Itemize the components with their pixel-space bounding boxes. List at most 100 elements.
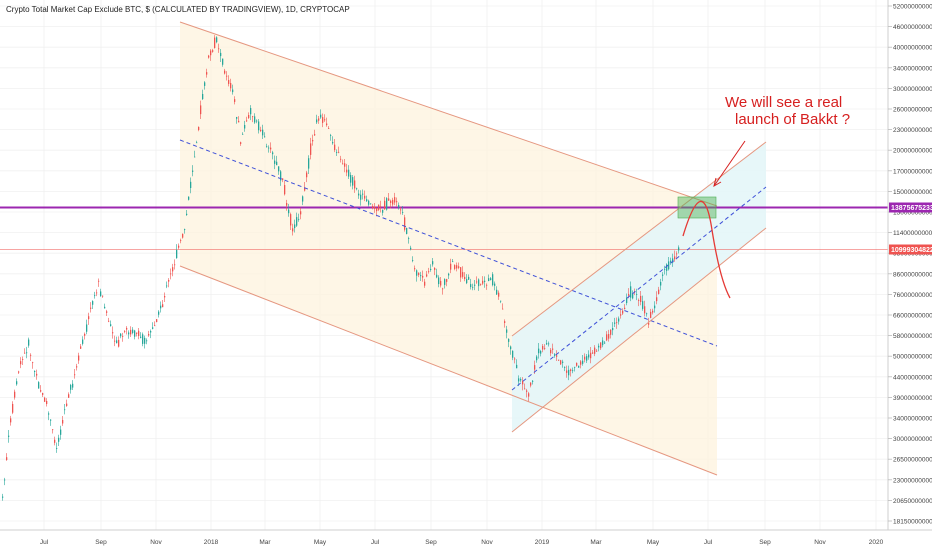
candle-body <box>458 266 460 268</box>
candle-body <box>268 147 270 149</box>
candle-body <box>248 115 250 118</box>
candle-body <box>310 143 312 155</box>
candle-body <box>88 316 90 320</box>
candle-body <box>524 388 526 390</box>
candle-body <box>86 324 88 332</box>
candle-body <box>312 139 314 142</box>
candle-body <box>224 70 226 74</box>
candle-body <box>264 136 266 138</box>
candle-body <box>26 352 28 354</box>
descending-channel-midline <box>179 139 718 347</box>
candle-body <box>296 217 298 226</box>
candle-body <box>454 265 456 269</box>
candle-body <box>332 142 334 144</box>
candle-body <box>674 256 676 260</box>
candle-body <box>106 311 108 313</box>
candle-body <box>404 217 406 230</box>
y-tick-label: 30000000000 <box>893 436 932 443</box>
candle-body <box>554 354 556 356</box>
candle-body <box>204 82 206 86</box>
candle-body <box>96 292 98 294</box>
ascending-channel-upper <box>511 141 767 337</box>
candle-body <box>560 360 562 365</box>
candle-body <box>38 382 40 389</box>
candle-body <box>374 206 376 209</box>
candle-body <box>598 345 600 348</box>
candle-body <box>342 163 344 165</box>
candle-body <box>266 146 268 148</box>
candle-body <box>616 322 618 324</box>
ascending-channel-midline <box>511 186 767 391</box>
candle-body <box>652 310 654 313</box>
candle-body <box>660 281 662 286</box>
candle-body <box>280 171 282 181</box>
x-tick-label: 2019 <box>535 539 550 546</box>
chart-title: Crypto Total Market Cap Exclude BTC, $ (… <box>6 5 350 14</box>
candle-body <box>98 280 100 282</box>
candle-body <box>588 354 590 358</box>
candle-body <box>222 58 224 65</box>
candle-body <box>34 370 36 372</box>
candle-body <box>394 197 396 203</box>
candle-body <box>50 419 52 421</box>
candle-body <box>174 264 176 266</box>
candle-body <box>420 275 422 277</box>
candle-body <box>308 158 310 169</box>
candle-body <box>30 354 32 356</box>
candle-body <box>476 281 478 283</box>
candle-body <box>546 343 548 345</box>
candle-body <box>486 284 488 286</box>
x-tick-label: Sep <box>425 539 437 546</box>
x-tick-label: May <box>647 539 660 546</box>
candle-body <box>326 123 328 126</box>
candle-body <box>548 343 550 345</box>
candle-body <box>160 305 162 309</box>
candle-body <box>492 274 494 286</box>
candle-body <box>220 52 222 57</box>
candle-body <box>362 193 364 195</box>
candle-body <box>150 330 152 333</box>
candle-body <box>338 151 340 153</box>
candle-body <box>28 339 30 346</box>
candle-body <box>270 147 272 150</box>
candle-body <box>76 366 78 368</box>
candle-body <box>382 209 384 213</box>
arrow-head <box>713 177 722 188</box>
y-tick-label: 23000000000 <box>893 477 932 484</box>
candle-body <box>230 82 232 89</box>
candle-body <box>520 379 522 381</box>
candle-body <box>624 307 626 310</box>
y-tick-label: 260000000000 <box>893 107 932 114</box>
candle-body <box>168 280 170 282</box>
candle-body <box>630 286 632 298</box>
candle-body <box>602 340 604 346</box>
x-tick-label: Jul <box>371 539 380 546</box>
candle-body <box>320 114 322 118</box>
candle-body <box>134 330 136 337</box>
candle-body <box>376 207 378 212</box>
candle-body <box>432 261 434 265</box>
candle-body <box>198 126 200 130</box>
candle-body <box>236 117 238 119</box>
candle-body <box>70 384 72 390</box>
candle-body <box>262 129 264 136</box>
candle-body <box>532 380 534 382</box>
candle-body <box>368 200 370 205</box>
candle-body <box>406 227 408 235</box>
candle-body <box>536 356 538 361</box>
candle-body <box>272 152 274 155</box>
candle-body <box>564 367 566 368</box>
candle-body <box>446 279 448 282</box>
candle-body <box>314 134 316 136</box>
candle-body <box>318 118 320 121</box>
candle-body <box>288 209 290 214</box>
candle-body <box>182 233 184 238</box>
candle-body <box>662 274 664 276</box>
candle-body <box>504 321 506 323</box>
candle-body <box>668 261 670 270</box>
candle-body <box>114 340 116 342</box>
candle-body <box>122 335 124 337</box>
candle-body <box>274 160 276 164</box>
candle-body <box>480 283 482 285</box>
candle-body <box>306 172 308 178</box>
